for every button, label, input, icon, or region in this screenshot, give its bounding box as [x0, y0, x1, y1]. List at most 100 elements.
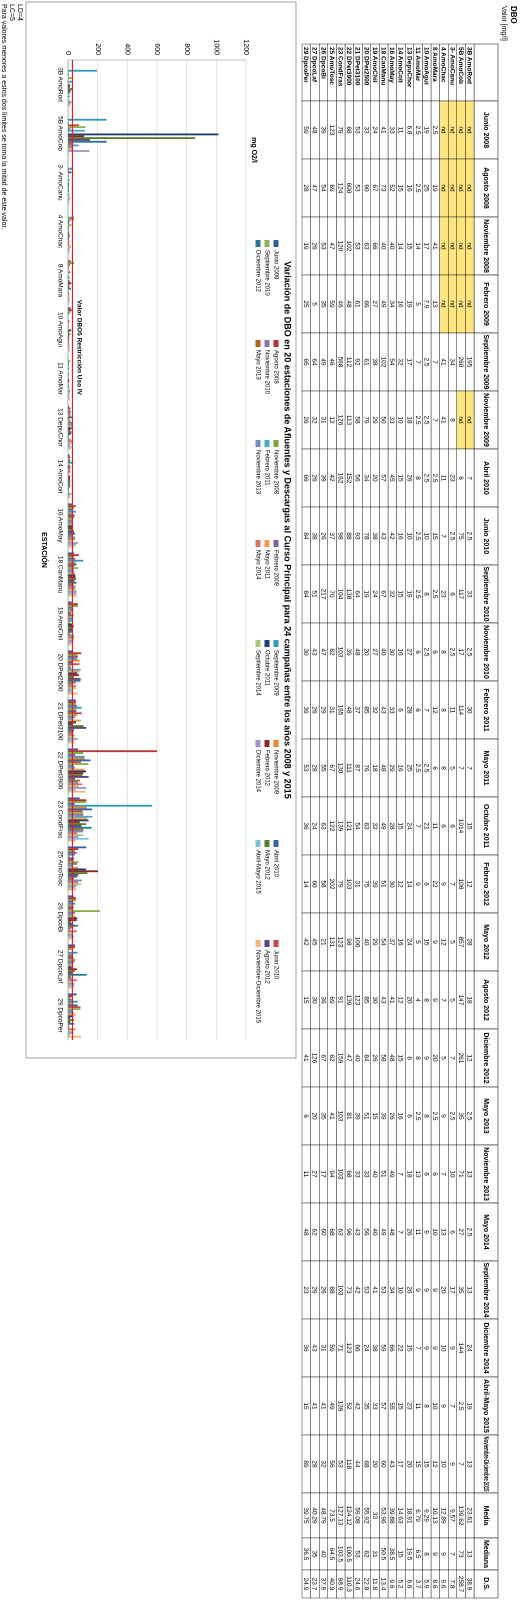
cell-value: 32 [319, 1460, 326, 1468]
x-tick-label: 4 AmoChac [56, 215, 63, 249]
cell-value: 37 [388, 938, 395, 946]
bar [67, 877, 75, 880]
cell-value: 56 [362, 1228, 369, 1236]
legend-label: Mayo 2011 [263, 550, 269, 580]
cell-value: 32 [371, 706, 378, 714]
bar [67, 768, 85, 771]
cell-value: 62 [362, 1550, 369, 1558]
cell-value: 68 [328, 1228, 335, 1236]
bar [67, 904, 73, 907]
cell-value: 45 [311, 938, 318, 946]
bar [68, 681, 76, 684]
cell-value: 217 [319, 589, 326, 600]
bar [68, 389, 70, 392]
cell-value: 23 [448, 474, 455, 482]
cell-value: 41 [388, 996, 395, 1004]
bar [68, 661, 74, 664]
cell-value: 24.6 [354, 1578, 361, 1591]
cell-value: 9.6 [440, 1579, 447, 1588]
cell-value: 8 [440, 650, 447, 654]
bar [67, 804, 153, 807]
cell-value: 33 [371, 1512, 378, 1520]
bar [67, 235, 70, 238]
x-tick-label: 11 AmoMar [56, 362, 63, 396]
cell-value: 98.9 [336, 1578, 343, 1591]
cell-value: 2.5 [414, 1111, 421, 1120]
cell-value: 18 [465, 996, 472, 1004]
cell-value: 20 [440, 1286, 447, 1294]
cell-value: 24 [405, 938, 412, 946]
cell-value: 10 [397, 1286, 404, 1294]
bar [67, 178, 70, 181]
legend-label: Diciembre 2014 [254, 750, 260, 793]
legend-swatch [264, 440, 270, 447]
cell-value: 102 [345, 241, 352, 252]
bar [67, 329, 72, 332]
bar [68, 670, 80, 673]
cell-value: 139 [336, 1401, 343, 1412]
bar [67, 787, 87, 789]
bar [67, 521, 73, 524]
cell-value: 13 [465, 1286, 472, 1294]
cell-value: 33 [388, 706, 395, 714]
cell-value: 9 [422, 1288, 429, 1292]
bar [68, 585, 76, 588]
cell-value: 79 [336, 126, 343, 134]
cell-value: 40 [371, 1228, 378, 1236]
bar [67, 532, 76, 535]
legend-swatch [273, 240, 279, 247]
cell-value: 43 [388, 1460, 395, 1468]
cell-value: 60 [379, 1460, 386, 1468]
bar [67, 336, 70, 339]
bar [67, 135, 85, 138]
bar [68, 251, 70, 254]
bar [68, 167, 74, 170]
bar [68, 850, 75, 852]
x-tick-label: 16 AmoMay [56, 508, 63, 543]
cell-value: 124 [336, 183, 343, 194]
cell-value: 26 [371, 1054, 378, 1062]
cell-value: 20 [405, 996, 412, 1004]
cell-value: 120 [336, 241, 343, 252]
bar [67, 233, 70, 236]
cell-value: 26 [405, 1228, 412, 1236]
cell-value: 41 [311, 1402, 318, 1410]
cell-value: 43 [311, 648, 318, 656]
cell-value: 7 [457, 1462, 464, 1466]
cell-value: 16 [397, 532, 404, 540]
cell-value: 31 [354, 880, 361, 888]
cell-value: 15 [371, 1112, 378, 1120]
cell-value: 195 [465, 357, 472, 368]
cell-value: 7 [448, 1552, 455, 1556]
bar [68, 124, 80, 127]
cell-value: 1014 [457, 819, 464, 834]
cell-value: 9.6 [388, 1579, 395, 1588]
bar [67, 249, 70, 252]
cell-value: 118 [345, 1459, 352, 1470]
cell-value: 13 [465, 1550, 472, 1558]
cell-value: 49 [379, 1228, 386, 1236]
cell-value: 9 [431, 1552, 438, 1556]
bar [68, 320, 70, 323]
legend-label: Febrero 2011 [263, 450, 269, 486]
cell-value: 33 [362, 126, 369, 134]
bar [67, 801, 86, 803]
cell-value: 113 [345, 415, 352, 426]
x-tick-label: 26 DpcoBi [56, 903, 63, 933]
bar [68, 248, 70, 250]
cell-value: 35 [319, 300, 326, 308]
bar [67, 139, 90, 141]
cell-value: 14 [302, 880, 309, 888]
cell-value: 64.5 [328, 1548, 335, 1561]
cell-value: 16 [397, 1112, 404, 1120]
bar [67, 360, 71, 362]
bar [67, 470, 71, 473]
cell-value: 6 [422, 1172, 429, 1176]
cell-value: 202 [328, 879, 335, 890]
cell-value: 14 [405, 880, 412, 888]
cell-value: 28 [405, 706, 412, 714]
bar [68, 90, 71, 92]
bar [67, 601, 72, 604]
y-tick-label: 400 [123, 43, 130, 55]
